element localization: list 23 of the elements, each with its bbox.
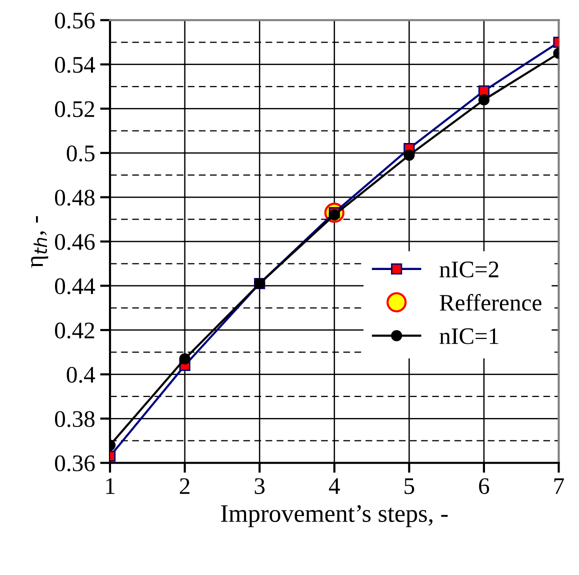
x-tick-label: 6 bbox=[479, 478, 490, 494]
legend-label: Refference bbox=[440, 294, 542, 311]
y-tick-label: 0.38 bbox=[55, 411, 95, 428]
y-tick-label: 0.52 bbox=[55, 101, 94, 118]
y-tick-label: 0.42 bbox=[55, 322, 94, 339]
x-tick-label: 7 bbox=[554, 478, 564, 494]
x-tick-label: 5 bbox=[404, 478, 414, 494]
y-tick-label: 0.54 bbox=[55, 56, 96, 73]
legend-label: nIC=2 bbox=[440, 262, 498, 278]
y-tick-label: 0.46 bbox=[55, 234, 95, 250]
x-tick-label: 2 bbox=[180, 478, 190, 494]
x-tick-label: 4 bbox=[328, 478, 340, 494]
y-axis-title: η$_{th}$, - bbox=[31, 216, 48, 268]
y-tick-label: 0.5 bbox=[66, 145, 95, 162]
x-tick-label: 3 bbox=[254, 478, 265, 494]
legend-label: nIC=1 bbox=[440, 328, 498, 344]
x-axis-title: Improvement’s steps, - bbox=[221, 505, 448, 528]
y-tick-label: 0.4 bbox=[66, 366, 96, 383]
x-tick-label: 1 bbox=[106, 478, 114, 494]
y-tick-label: 0.48 bbox=[55, 190, 95, 206]
y-tick-label: 0.36 bbox=[55, 455, 95, 472]
y-tick-label: 0.56 bbox=[55, 12, 95, 29]
y-tick-label: 0.44 bbox=[55, 278, 96, 294]
